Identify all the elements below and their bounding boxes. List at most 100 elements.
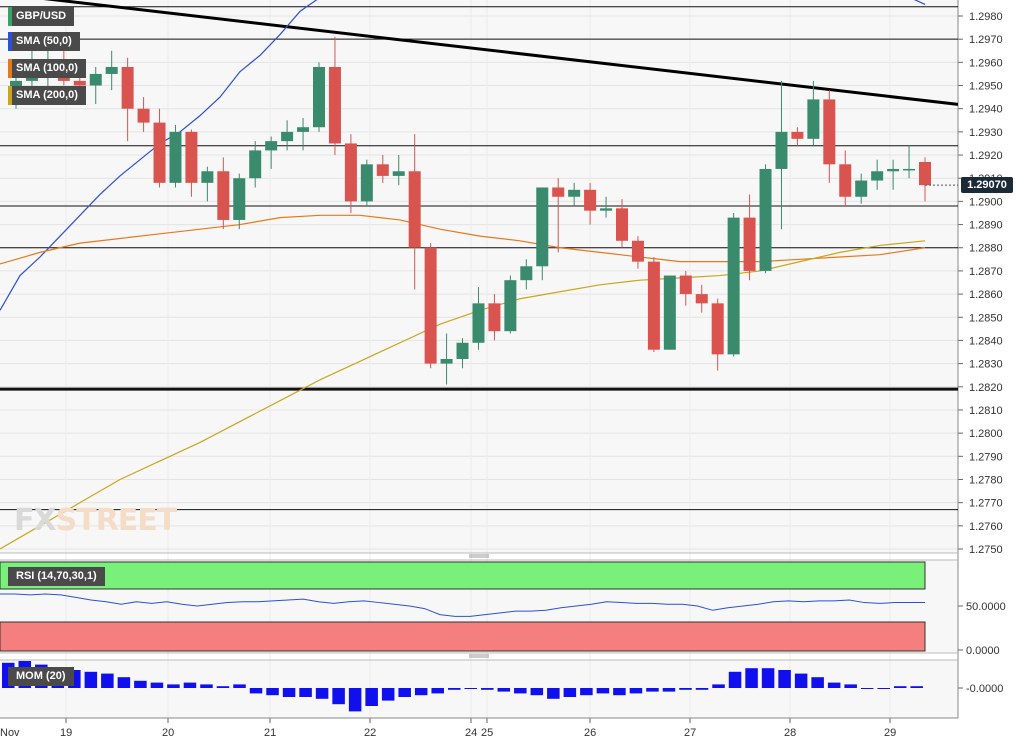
- candle-body: [313, 66, 325, 128]
- candle-body: [775, 131, 788, 169]
- momentum-bar: [414, 688, 428, 696]
- candle-body: [552, 187, 565, 197]
- momentum-bar: [910, 686, 923, 688]
- price-tick-label: 1.2770: [969, 498, 1003, 510]
- sma50-legend: SMA (50,0): [8, 32, 80, 51]
- momentum-label: MOM (20): [8, 667, 74, 686]
- candle-body: [376, 164, 389, 176]
- candle-body: [791, 131, 804, 139]
- momentum-bar: [134, 680, 147, 688]
- momentum-bar: [728, 671, 742, 688]
- momentum-bar: [481, 688, 494, 690]
- candle-body: [504, 280, 517, 332]
- candle-body: [727, 217, 740, 355]
- candle-body: [568, 189, 581, 197]
- momentum-bar: [150, 682, 164, 688]
- sma100-text: SMA (100,0): [16, 62, 78, 74]
- momentum-bar: [794, 673, 808, 688]
- momentum-bar: [695, 688, 709, 690]
- momentum-bar: [596, 688, 610, 694]
- momentum-bar: [431, 688, 444, 694]
- x-axis-label: 22: [364, 727, 376, 739]
- x-axis-label: 26: [584, 727, 596, 739]
- momentum-bar: [530, 688, 544, 696]
- sma100-swatch: [8, 59, 12, 78]
- price-tick-label: 1.2800: [969, 428, 1003, 440]
- candle-body: [121, 66, 134, 109]
- momentum-bar: [877, 688, 890, 689]
- sma50-text: SMA (50,0): [16, 35, 72, 47]
- price-tick-label: 1.2760: [969, 521, 1003, 533]
- candle-body: [73, 80, 86, 86]
- momentum-bar: [167, 684, 180, 688]
- price-tick-label: 1.2950: [969, 81, 1003, 93]
- momentum-bar: [216, 686, 230, 688]
- candle-body: [711, 303, 724, 355]
- candle-body: [217, 171, 230, 220]
- candle-body: [185, 131, 198, 183]
- momentum-bar: [778, 670, 791, 688]
- momentum-bar: [365, 688, 378, 706]
- price-tick-label: 1.2780: [969, 474, 1003, 486]
- candle-body: [105, 66, 118, 74]
- momentum-bar: [613, 688, 626, 696]
- momentum-bar: [860, 688, 874, 689]
- candle-body: [839, 164, 852, 197]
- candle-body: [488, 303, 501, 332]
- x-axis-label: Nov: [0, 727, 20, 739]
- momentum-bar: [348, 688, 362, 712]
- momentum-bar: [563, 688, 577, 697]
- candle-body: [647, 261, 660, 350]
- symbol-label: GBP/USD: [8, 7, 75, 26]
- trend-line: [43, 0, 959, 106]
- fxstreet-watermark: FXSTREET: [14, 503, 177, 538]
- price-tick-label: 1.2890: [969, 220, 1003, 232]
- rsi-label: RSI (14,70,30,1): [8, 567, 105, 586]
- momentum-bar: [447, 688, 461, 690]
- price-tick-label: 1.2750: [969, 544, 1003, 556]
- momentum-bar: [514, 688, 527, 694]
- momentum-bar: [266, 688, 279, 696]
- sma200-swatch: [8, 86, 12, 105]
- price-tick-label: 1.2880: [969, 243, 1003, 255]
- candle-body: [153, 122, 166, 183]
- momentum-bar: [712, 684, 725, 688]
- symbol-text: GBP/USD: [16, 10, 67, 22]
- price-tick-label: 1.2810: [969, 405, 1003, 417]
- momentum-bar: [101, 673, 114, 688]
- candle-body: [456, 342, 469, 359]
- momentum-bar: [233, 684, 246, 688]
- price-tick-label: 1.2860: [969, 289, 1003, 301]
- candle-body: [887, 168, 900, 172]
- candle-body: [265, 141, 278, 151]
- candle-body: [281, 131, 294, 142]
- price-tick-label: 1.2940: [969, 104, 1003, 116]
- candle-body: [249, 150, 262, 179]
- candle-body: [663, 275, 676, 350]
- x-axis-label: 21: [264, 727, 276, 739]
- candle-body: [201, 171, 214, 183]
- price-tick-label: 1.2830: [969, 359, 1003, 371]
- x-axis-label: 28: [784, 727, 796, 739]
- momentum-bar: [84, 671, 98, 688]
- price-tick-label: 1.2970: [969, 34, 1003, 46]
- momentum-bar: [315, 688, 329, 699]
- main-pane-bg: [0, 0, 958, 553]
- momentum-bar: [332, 688, 345, 705]
- price-tick-label: 1.2930: [969, 127, 1003, 139]
- momentum-bar: [844, 684, 857, 688]
- last-price-tag: 1.29070: [961, 177, 1013, 193]
- candle-body: [440, 358, 453, 364]
- candle-body: [743, 217, 756, 271]
- x-axis-label: 27: [684, 727, 696, 739]
- momentum-bar: [200, 684, 213, 688]
- price-tick-label: 1.2960: [969, 57, 1003, 69]
- candle-body: [328, 66, 341, 144]
- candle-body: [919, 161, 931, 186]
- candle-body: [679, 275, 692, 295]
- price-tick-label: 1.2870: [969, 266, 1003, 278]
- price-tick-label: 1.2980: [969, 11, 1003, 23]
- rsi-zero-label: 0.0000: [966, 645, 1000, 657]
